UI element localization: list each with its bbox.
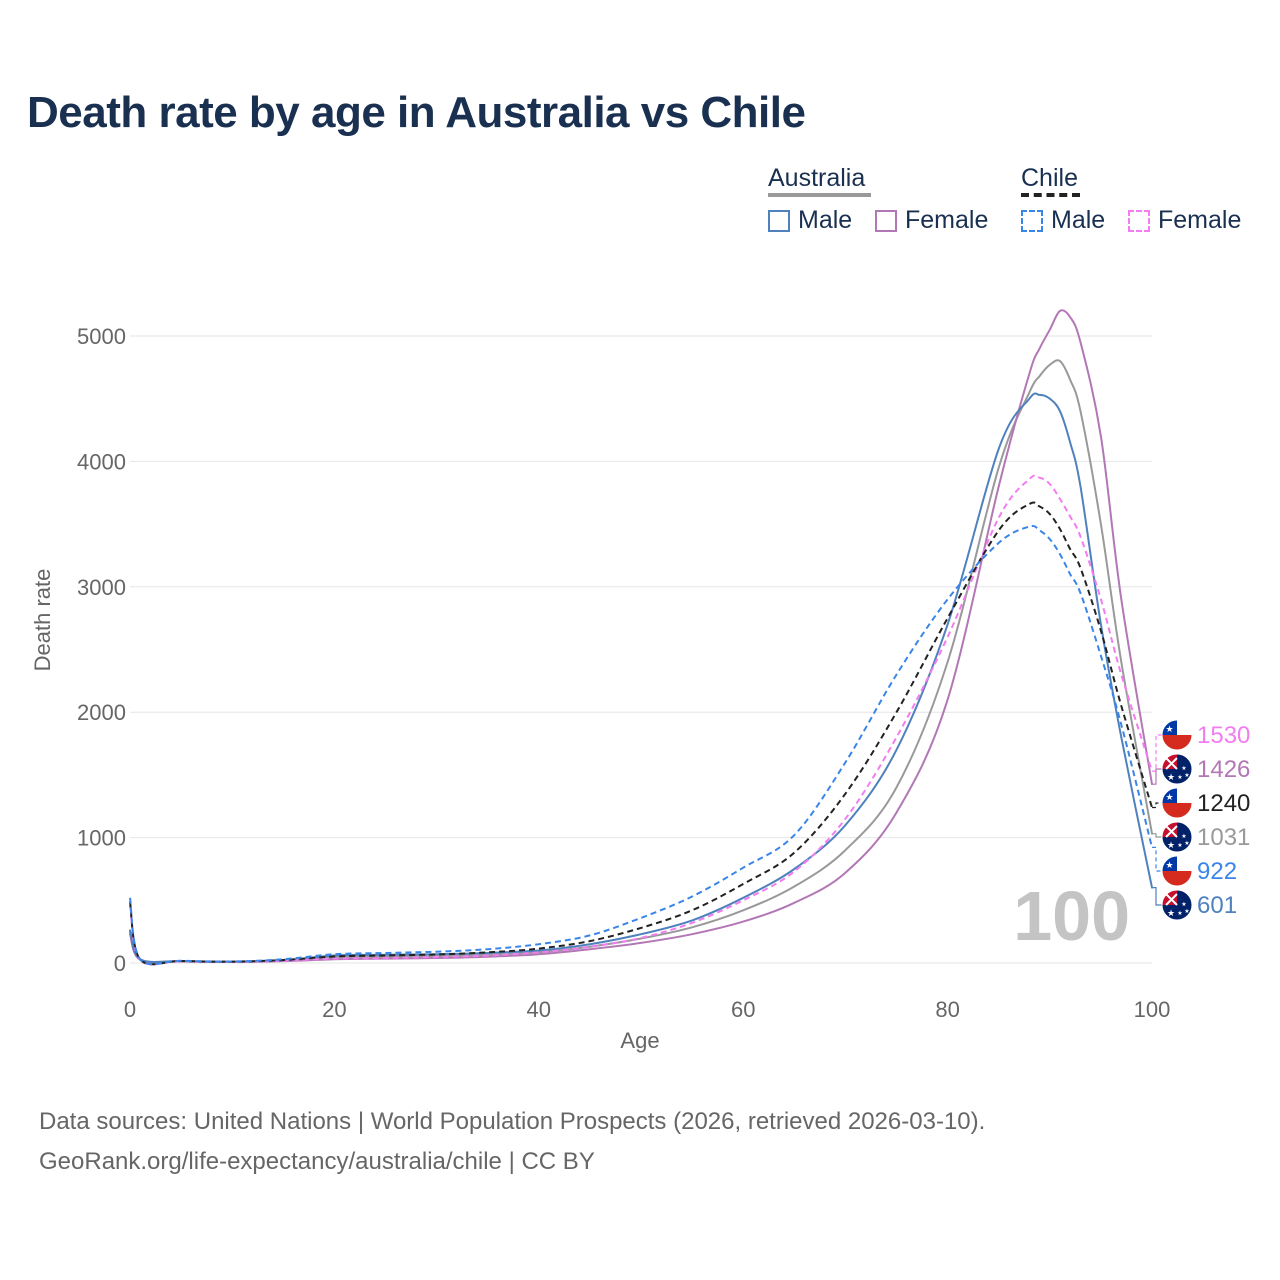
chile-flag-icon: ★ (1161, 855, 1193, 887)
x-axis-title: Age (620, 1028, 659, 1053)
legend-swatch-australia-female (875, 209, 897, 232)
grid-lines (130, 335, 1152, 964)
axis-ticks: 0 1000 2000 3000 4000 5000 0 20 40 60 80 100 (77, 324, 1170, 1022)
x-tick-label: 60 (731, 997, 755, 1022)
australia-flag-icon: ★★★ ★ (1161, 889, 1193, 921)
legend-australia-underline (768, 193, 871, 197)
svg-text:★: ★ (1184, 908, 1189, 915)
series-line-australia-male (129, 392, 1153, 963)
y-axis-title: Death rate (30, 569, 55, 672)
svg-text:★: ★ (1167, 773, 1175, 783)
legend-australia-male[interactable]: Male (768, 206, 852, 235)
y-tick-label: 1000 (77, 826, 126, 851)
legend-chile-female-label: Female (1158, 206, 1242, 234)
end-label-value: 1240 (1197, 790, 1250, 817)
x-tick-label: 20 (322, 997, 346, 1022)
svg-text:★: ★ (1181, 901, 1186, 908)
x-tick-label: 100 (1134, 997, 1171, 1022)
end-label-connector (1152, 802, 1162, 809)
end-labels: ★ 1530★★★ ★ 1426★ 1240★★★ ★ 1031★ 922★★★ ★ 601 (1161, 719, 1250, 921)
series-line-chile-total (129, 501, 1153, 966)
footer-sources: Data sources: United Nations | World Pop… (39, 1108, 986, 1135)
australia-flag-icon: ★★★ ★ (1161, 821, 1193, 853)
legend-australia-female[interactable]: Female (875, 206, 988, 235)
y-tick-label: 5000 (77, 324, 126, 349)
chile-flag-icon: ★ (1161, 719, 1193, 751)
end-label-connector (1152, 887, 1162, 906)
end-label-value: 1530 (1197, 722, 1250, 749)
end-label-connector (1152, 833, 1162, 838)
legend-chile-label: Chile (1021, 164, 1078, 192)
x-tick-label: 40 (527, 997, 551, 1022)
series-line-australia-female (129, 309, 1153, 964)
legend-australia-male-label: Male (798, 206, 853, 234)
end-label-value: 922 (1197, 858, 1237, 885)
legend-chile-underline (1021, 193, 1080, 197)
svg-text:★: ★ (1184, 772, 1189, 779)
legend-swatch-chile-male (1021, 209, 1043, 232)
svg-text:★: ★ (1167, 909, 1175, 919)
death-rate-chart: 0 1000 2000 3000 4000 5000 0 20 40 60 80 100 100 ★ 1… (30, 309, 1250, 1053)
australia-flag-icon: ★★★ ★ (1161, 753, 1193, 785)
series-lines (129, 309, 1153, 966)
x-tick-label: 0 (124, 997, 136, 1022)
legend-australia-label: Australia (768, 164, 866, 192)
end-label-value: 1426 (1197, 756, 1250, 783)
end-label-connector (1152, 734, 1162, 772)
end-label-connectors (1152, 734, 1162, 906)
end-label-connector (1152, 768, 1162, 785)
y-tick-label: 0 (114, 951, 126, 976)
chile-flag-icon: ★ (1161, 787, 1193, 819)
chart-title: Death rate by age in Australia vs Chile (27, 88, 806, 137)
svg-text:★: ★ (1177, 910, 1182, 917)
svg-text:★: ★ (1184, 840, 1189, 847)
svg-text:★: ★ (1165, 725, 1173, 735)
svg-text:★: ★ (1165, 793, 1173, 803)
y-tick-label: 2000 (77, 700, 126, 725)
legend-chile-female[interactable]: Female (1128, 206, 1241, 235)
svg-text:★: ★ (1181, 833, 1186, 840)
svg-text:★: ★ (1177, 842, 1182, 849)
legend-swatch-australia-male (768, 209, 790, 232)
legend-australia-female-label: Female (905, 206, 989, 234)
x-tick-label: 80 (935, 997, 959, 1022)
y-tick-label: 3000 (77, 575, 126, 600)
legend-swatch-chile-female (1128, 209, 1150, 232)
svg-text:★: ★ (1165, 861, 1173, 871)
legend-chile-male[interactable]: Male (1021, 206, 1105, 235)
legend-chile-male-label: Male (1051, 206, 1106, 234)
frame-age-label: 100 (1013, 877, 1130, 955)
svg-text:★: ★ (1181, 765, 1186, 772)
end-label-connector (1152, 846, 1162, 872)
footer-attribution: GeoRank.org/life-expectancy/australia/ch… (39, 1148, 595, 1175)
end-label-value: 1031 (1197, 824, 1250, 851)
svg-text:★: ★ (1177, 774, 1182, 781)
series-line-chile-male (129, 525, 1153, 966)
y-tick-label: 4000 (77, 449, 126, 474)
end-label-value: 601 (1197, 892, 1237, 919)
svg-text:★: ★ (1167, 841, 1175, 851)
series-line-chile-female (129, 474, 1153, 966)
